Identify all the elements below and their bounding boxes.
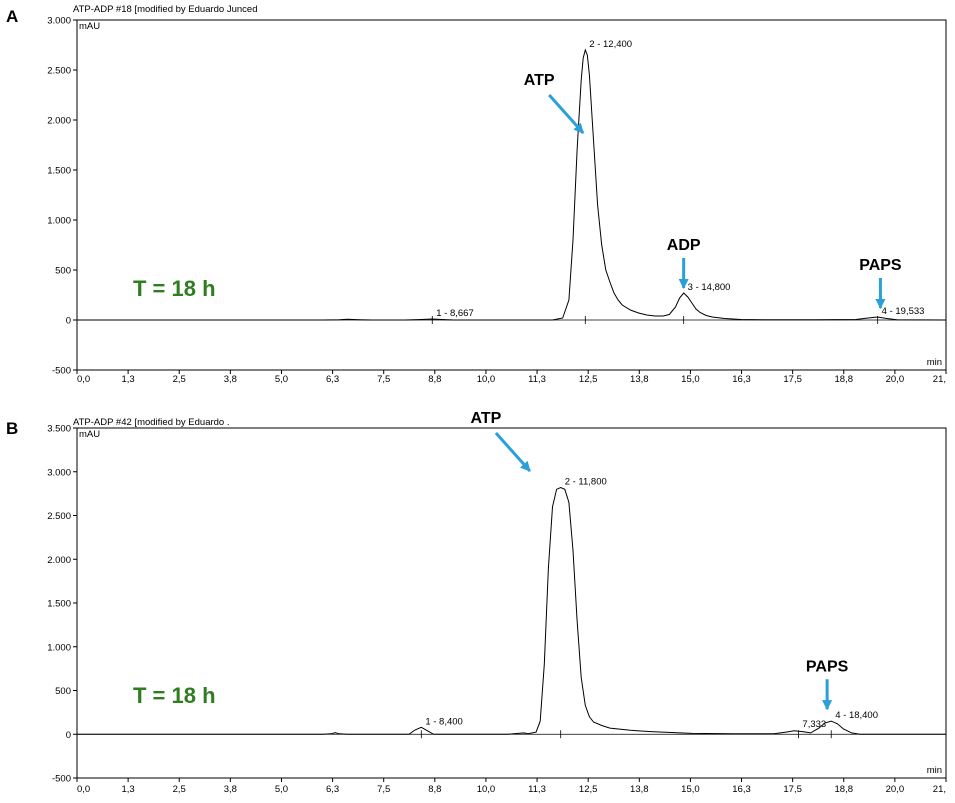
y-tick-label: 1.000 xyxy=(47,642,71,653)
x-tick-label: 11,3 xyxy=(528,374,546,385)
y-tick-label: 1.500 xyxy=(47,166,71,177)
x-tick-label: 8,8 xyxy=(428,374,441,385)
x-tick-label: 18,8 xyxy=(835,374,854,385)
y-tick-label: -500 xyxy=(52,366,71,377)
x-tick-label: 15,0 xyxy=(681,374,700,385)
x-tick-label: 3,8 xyxy=(224,374,237,385)
run-title: ATP-ADP #42 [modified by Eduardo . xyxy=(73,417,229,428)
y-tick-label: 1.000 xyxy=(47,216,71,227)
compound-label: ATP xyxy=(524,72,555,89)
trace-line xyxy=(77,486,946,735)
x-tick-label: 5,0 xyxy=(275,374,288,385)
y-tick-label: 3.000 xyxy=(47,16,71,27)
y-tick-label: 3.000 xyxy=(47,467,71,478)
x-axis-unit: min xyxy=(927,357,942,368)
y-tick-label: -500 xyxy=(52,774,71,785)
peak-label: 4 - 19,533 xyxy=(882,306,925,317)
peak-label: 4 - 18,400 xyxy=(835,710,878,721)
peak-label: 2 - 11,800 xyxy=(565,477,607,488)
compound-label: ADP xyxy=(667,237,701,254)
x-tick-label: 7,5 xyxy=(377,784,390,795)
x-tick-label: 1,3 xyxy=(122,374,135,385)
x-tick-label: 2,5 xyxy=(173,784,186,795)
y-tick-label: 2.500 xyxy=(47,66,71,77)
panel-a: A ATP-ADP #18 [modified by Eduardo Junced… xyxy=(6,4,947,385)
x-tick-label: 1,3 xyxy=(122,784,135,795)
compound-label: PAPS xyxy=(806,658,849,675)
x-tick-label: 6,3 xyxy=(326,374,339,385)
panel-b: B ATP-ADP #42 [modified by Eduardo . -500 0… xyxy=(6,410,947,795)
x-tick-label: 5,0 xyxy=(275,784,288,795)
y-axis-unit: mAU xyxy=(79,21,100,32)
panel-letter: B xyxy=(6,419,18,438)
y-tick-label: 500 xyxy=(55,266,71,277)
x-tick-label: 6,3 xyxy=(326,784,339,795)
x-tick-label: 18,8 xyxy=(835,784,854,795)
y-axis-unit: mAU xyxy=(79,429,100,440)
peak-label: 3 - 14,800 xyxy=(688,282,731,293)
x-tick-label: 17,5 xyxy=(783,374,802,385)
x-tick-label: 0,0 xyxy=(77,374,90,385)
x-tick-label: 21, xyxy=(933,374,946,385)
x-tick-label: 15,0 xyxy=(681,784,700,795)
x-tick-label: 2,5 xyxy=(173,374,186,385)
annotation-arrow xyxy=(494,431,532,473)
time-label: T = 18 h xyxy=(133,276,216,301)
x-tick-label: 10,0 xyxy=(477,374,496,385)
compound-label: ATP xyxy=(470,410,501,427)
x-tick-label: 10,0 xyxy=(477,784,496,795)
peak-label: 2 - 12,400 xyxy=(589,39,632,50)
x-tick-label: 0,0 xyxy=(77,784,90,795)
x-axis-unit: min xyxy=(927,765,942,776)
peak-label: 1 - 8,400 xyxy=(425,716,463,727)
y-tick-label: 2.000 xyxy=(47,555,71,566)
run-title: ATP-ADP #18 [modified by Eduardo Junced xyxy=(73,4,257,15)
y-tick-label: 0 xyxy=(66,316,71,327)
plot-frame xyxy=(76,19,947,371)
annotation-arrow xyxy=(548,93,585,135)
x-tick-label: 7,5 xyxy=(377,374,390,385)
peak-label: 1 - 8,667 xyxy=(436,308,474,319)
x-tick-label: 20,0 xyxy=(886,374,905,385)
y-tick-label: 1.500 xyxy=(47,599,71,610)
compound-label: PAPS xyxy=(859,257,902,274)
y-tick-label: 2.500 xyxy=(47,511,71,522)
panel-letter: A xyxy=(6,7,18,26)
x-tick-label: 13,8 xyxy=(630,784,649,795)
trace-line xyxy=(77,48,947,321)
x-tick-label: 16,3 xyxy=(732,784,751,795)
x-tick-label: 17,5 xyxy=(783,784,802,795)
y-tick-label: 2.000 xyxy=(47,116,71,127)
x-tick-label: 8,8 xyxy=(428,784,441,795)
x-tick-label: 21, xyxy=(933,784,946,795)
x-tick-label: 13,8 xyxy=(630,374,649,385)
x-tick-label: 20,0 xyxy=(886,784,905,795)
x-tick-label: 16,3 xyxy=(732,374,751,385)
x-tick-label: 12,5 xyxy=(579,374,598,385)
y-tick-label: 0 xyxy=(66,730,71,741)
x-tick-label: 12,5 xyxy=(579,784,598,795)
x-tick-label: 11,3 xyxy=(528,784,546,795)
x-tick-label: 3,8 xyxy=(224,784,237,795)
peak-label: 7,333 xyxy=(802,719,826,730)
time-label: T = 18 h xyxy=(133,683,216,708)
y-tick-label: 500 xyxy=(55,686,71,697)
y-tick-label: 3.500 xyxy=(47,424,71,435)
